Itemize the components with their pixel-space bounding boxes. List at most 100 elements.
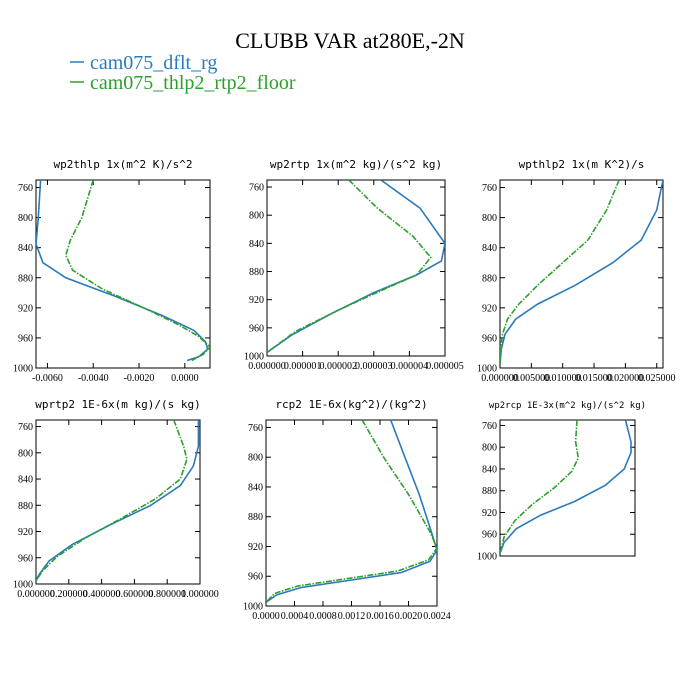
y-tick-label: 920: [18, 527, 33, 538]
panel-3: wprtp2 1E-6x(m kg)/(s kg)760 800 840 880 920…: [13, 398, 219, 600]
x-tick-label: 0.020000: [607, 373, 645, 384]
panel-title: wpthlp2 1x(m K^2)/s: [519, 158, 645, 171]
y-tick-label: 880: [482, 486, 497, 497]
y-tick-label: 920: [249, 295, 264, 306]
x-tick-label: 0.000004: [391, 361, 429, 372]
x-tick-label: 0.400000: [83, 589, 121, 600]
series-line-1: [500, 180, 620, 365]
y-tick-label: 800: [482, 213, 497, 224]
y-tick-label: 760: [249, 183, 264, 194]
series-line-0: [500, 420, 632, 554]
y-tick-label: 840: [18, 475, 33, 486]
y-tick-label: 960: [248, 572, 263, 583]
x-tick-label: 0.000005: [426, 361, 464, 372]
x-tick-label: 0.0016: [366, 611, 394, 622]
y-tick-label: 760: [248, 423, 263, 434]
y-tick-label: 800: [249, 211, 264, 222]
panel-5: wp2rcp 1E-3x(m^2 kg)/(s^2 kg) 760 800 840 88…: [477, 401, 646, 563]
x-tick-label: 0.0020: [395, 611, 423, 622]
x-tick-label: 0.005000: [513, 373, 551, 384]
y-tick-label: 800: [18, 213, 33, 224]
x-tick-label: 1.000000: [181, 589, 219, 600]
y-tick-label: 760: [482, 421, 497, 432]
x-tick-label: 0.200000: [50, 589, 88, 600]
x-tick-label: 0.010000: [544, 373, 582, 384]
legend: cam075_dflt_rg cam075_thlp2_rtp2_floor: [70, 52, 296, 94]
x-tick-label: 0.0004: [281, 611, 309, 622]
plot-frame: [499, 419, 636, 557]
legend-entry-0: cam075_dflt_rg: [90, 52, 217, 74]
y-tick-label: 840: [482, 464, 497, 475]
x-tick-label: 0.000000: [248, 361, 286, 372]
series-line-1: [266, 420, 437, 603]
series-line-0: [267, 180, 445, 354]
series-line-1: [36, 420, 188, 582]
x-tick-label: 0.000000: [481, 373, 519, 384]
y-tick-label: 880: [249, 267, 264, 278]
panel-0: wp2thlp 1x(m^2 K)/s^2 760 800 840 880 920 960 1…: [13, 158, 211, 384]
y-tick-label: 960: [482, 530, 497, 541]
series-line-0: [500, 180, 663, 365]
y-tick-label: 840: [18, 243, 33, 254]
plot-frame: [35, 419, 201, 585]
x-tick-label: 0.600000: [116, 589, 154, 600]
series-line-1: [500, 420, 580, 554]
panel-title: wprtp2 1E-6x(m kg)/(s kg): [35, 398, 201, 411]
x-tick-label: 0.000003: [355, 361, 393, 372]
y-tick-label: 880: [248, 512, 263, 523]
y-tick-label: 1000: [13, 364, 33, 375]
y-tick-label: 840: [248, 482, 263, 493]
x-tick-label: 0.0012: [338, 611, 366, 622]
panel-title: wp2thlp 1x(m^2 K)/s^2: [53, 158, 192, 171]
plot-frame: [35, 179, 211, 369]
y-tick-label: 840: [482, 243, 497, 254]
series-line-1: [64, 180, 210, 362]
y-tick-label: 1000: [13, 580, 33, 591]
x-tick-label: 0.0008: [309, 611, 337, 622]
y-tick-label: 760: [18, 183, 33, 194]
y-tick-label: 880: [18, 501, 33, 512]
y-tick-label: 1000: [243, 602, 263, 613]
figure-title: CLUBB VAR at280E,-2N: [235, 28, 465, 53]
y-tick-label: 880: [482, 273, 497, 284]
y-tick-label: 920: [248, 542, 263, 553]
y-tick-label: 1000: [244, 352, 264, 363]
panel-title: rcp2 1E-6x(kg^2)/(kg^2): [275, 398, 427, 411]
series-line-0: [266, 420, 437, 603]
y-tick-label: 840: [249, 239, 264, 250]
x-tick-label: 0.000000: [17, 589, 55, 600]
y-tick-label: 960: [482, 333, 497, 344]
series-line-1: [267, 180, 432, 354]
y-tick-label: 800: [248, 453, 263, 464]
series-line-0: [36, 180, 209, 362]
x-tick-label: 0.800000: [148, 589, 186, 600]
series-line-0: [36, 420, 200, 582]
x-tick-label: -0.0060: [32, 373, 63, 384]
y-tick-label: 1000: [477, 552, 497, 563]
y-tick-label: 880: [18, 273, 33, 284]
panel-title: wp2rtp 1x(m^2 kg)/(s^2 kg): [270, 158, 442, 171]
y-tick-label: 760: [482, 183, 497, 194]
y-tick-label: 800: [482, 443, 497, 454]
panel-2: wpthlp2 1x(m K^2)/s 760 800 840 880 920 960 100…: [477, 158, 675, 384]
panel-4: rcp2 1E-6x(kg^2)/(kg^2) 760 800 840 880 920 96…: [243, 398, 451, 622]
y-tick-label: 960: [18, 553, 33, 564]
y-tick-label: 960: [18, 333, 33, 344]
plot-frame: [499, 179, 664, 369]
x-tick-label: -0.0040: [78, 373, 109, 384]
panels: wp2thlp 1x(m^2 K)/s^2 760 800 840 880 920 960 1…: [13, 158, 675, 622]
x-tick-label: 0.000001: [284, 361, 322, 372]
panel-1: wp2rtp 1x(m^2 kg)/(s^2 kg) 760 800 840 880 92…: [244, 158, 464, 372]
y-tick-label: 920: [482, 303, 497, 314]
x-tick-label: 0.000002: [319, 361, 357, 372]
panel-title: wp2rcp 1E-3x(m^2 kg)/(s^2 kg): [489, 401, 646, 411]
x-tick-label: 0.0000: [171, 373, 199, 384]
legend-entry-1: cam075_thlp2_rtp2_floor: [90, 72, 296, 94]
y-tick-label: 920: [18, 303, 33, 314]
y-tick-label: 760: [18, 422, 33, 433]
x-tick-label: -0.0020: [124, 373, 155, 384]
y-tick-label: 800: [18, 448, 33, 459]
x-tick-label: 0.025000: [638, 373, 676, 384]
plot-frame: [266, 179, 446, 357]
